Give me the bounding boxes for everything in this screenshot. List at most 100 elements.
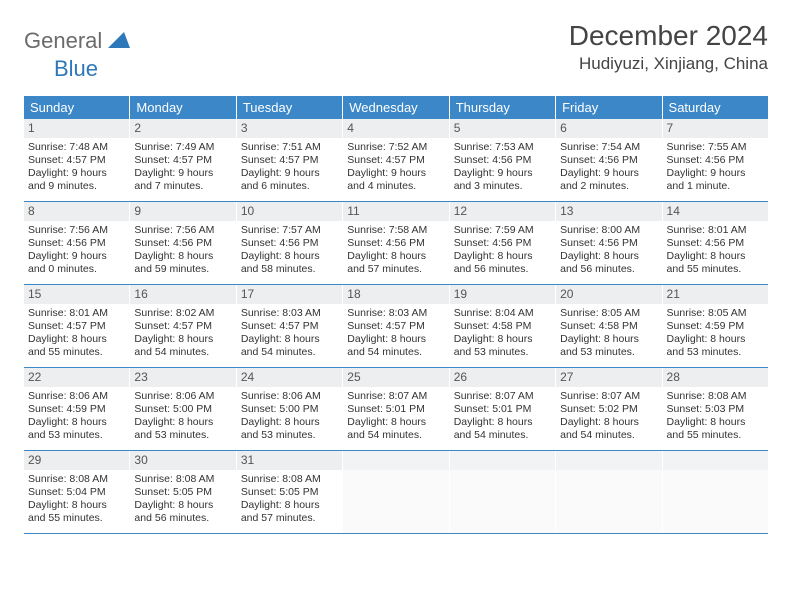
sunset-text: Sunset: 4:57 PM [241,320,338,333]
daylight-text: and 55 minutes. [667,429,764,442]
day-cell: 4Sunrise: 7:52 AMSunset: 4:57 PMDaylight… [343,119,449,201]
sunrise-text: Sunrise: 7:49 AM [134,141,231,154]
day-number: 6 [556,119,661,138]
day-number: 15 [24,285,129,304]
day-number: 8 [24,202,129,221]
sunrise-text: Sunrise: 8:01 AM [667,224,764,237]
sunrise-text: Sunrise: 8:07 AM [454,390,551,403]
daylight-text: and 59 minutes. [134,263,231,276]
day-cell: 29Sunrise: 8:08 AMSunset: 5:04 PMDayligh… [24,451,130,533]
day-cell: 9Sunrise: 7:56 AMSunset: 4:56 PMDaylight… [130,202,236,284]
day-cell: 11Sunrise: 7:58 AMSunset: 4:56 PMDayligh… [343,202,449,284]
sunrise-text: Sunrise: 8:08 AM [241,473,338,486]
sunrise-text: Sunrise: 7:54 AM [560,141,657,154]
sunrise-text: Sunrise: 8:03 AM [347,307,444,320]
day-cell: 16Sunrise: 8:02 AMSunset: 4:57 PMDayligh… [130,285,236,367]
day-number: 20 [556,285,661,304]
sunrise-text: Sunrise: 8:06 AM [28,390,125,403]
logo-word-2: Blue [54,56,98,81]
sunset-text: Sunset: 4:57 PM [134,320,231,333]
daylight-text: Daylight: 8 hours [134,499,231,512]
sunrise-text: Sunrise: 8:06 AM [134,390,231,403]
daylight-text: and 53 minutes. [134,429,231,442]
daylight-text: Daylight: 8 hours [667,416,764,429]
day-number: 14 [663,202,768,221]
weekday-tue: Tuesday [237,96,343,119]
daylight-text: Daylight: 8 hours [241,416,338,429]
daylight-text: Daylight: 8 hours [241,333,338,346]
sunrise-text: Sunrise: 7:55 AM [667,141,764,154]
day-cell: 12Sunrise: 7:59 AMSunset: 4:56 PMDayligh… [450,202,556,284]
sunset-text: Sunset: 4:56 PM [667,154,764,167]
sunset-text: Sunset: 4:56 PM [241,237,338,250]
day-cell: 31Sunrise: 8:08 AMSunset: 5:05 PMDayligh… [237,451,343,533]
daylight-text: and 56 minutes. [560,263,657,276]
daylight-text: Daylight: 9 hours [454,167,551,180]
day-cell [556,451,662,533]
sunrise-text: Sunrise: 7:51 AM [241,141,338,154]
daylight-text: and 57 minutes. [347,263,444,276]
daylight-text: Daylight: 8 hours [560,333,657,346]
title-block: December 2024 Hudiyuzi, Xinjiang, China [569,20,768,74]
day-cell: 5Sunrise: 7:53 AMSunset: 4:56 PMDaylight… [450,119,556,201]
day-number [450,451,555,470]
sunset-text: Sunset: 5:03 PM [667,403,764,416]
day-number: 5 [450,119,555,138]
sunset-text: Sunset: 4:58 PM [454,320,551,333]
daylight-text: Daylight: 8 hours [134,416,231,429]
weekday-wed: Wednesday [343,96,449,119]
day-number: 3 [237,119,342,138]
day-cell: 6Sunrise: 7:54 AMSunset: 4:56 PMDaylight… [556,119,662,201]
day-cell: 2Sunrise: 7:49 AMSunset: 4:57 PMDaylight… [130,119,236,201]
daylight-text: and 0 minutes. [28,263,125,276]
day-number: 21 [663,285,768,304]
daylight-text: and 55 minutes. [28,512,125,525]
sunrise-text: Sunrise: 7:52 AM [347,141,444,154]
daylight-text: Daylight: 9 hours [241,167,338,180]
day-cell: 13Sunrise: 8:00 AMSunset: 4:56 PMDayligh… [556,202,662,284]
daylight-text: and 54 minutes. [134,346,231,359]
sunset-text: Sunset: 5:00 PM [134,403,231,416]
daylight-text: and 53 minutes. [28,429,125,442]
sunrise-text: Sunrise: 8:07 AM [560,390,657,403]
day-cell [343,451,449,533]
day-number: 27 [556,368,661,387]
daylight-text: Daylight: 9 hours [560,167,657,180]
day-cell: 10Sunrise: 7:57 AMSunset: 4:56 PMDayligh… [237,202,343,284]
daylight-text: and 9 minutes. [28,180,125,193]
day-number: 10 [237,202,342,221]
day-number: 18 [343,285,448,304]
day-cell: 3Sunrise: 7:51 AMSunset: 4:57 PMDaylight… [237,119,343,201]
day-number: 16 [130,285,235,304]
sunset-text: Sunset: 5:01 PM [347,403,444,416]
day-cell: 22Sunrise: 8:06 AMSunset: 4:59 PMDayligh… [24,368,130,450]
daylight-text: Daylight: 8 hours [560,416,657,429]
daylight-text: and 53 minutes. [454,346,551,359]
daylight-text: Daylight: 9 hours [134,167,231,180]
sunrise-text: Sunrise: 8:01 AM [28,307,125,320]
daylight-text: and 1 minute. [667,180,764,193]
daylight-text: Daylight: 9 hours [28,250,125,263]
day-cell: 27Sunrise: 8:07 AMSunset: 5:02 PMDayligh… [556,368,662,450]
daylight-text: Daylight: 8 hours [454,333,551,346]
daylight-text: and 53 minutes. [560,346,657,359]
day-number: 1 [24,119,129,138]
daylight-text: Daylight: 8 hours [347,333,444,346]
daylight-text: Daylight: 9 hours [667,167,764,180]
day-number [663,451,768,470]
sunset-text: Sunset: 5:05 PM [134,486,231,499]
day-cell: 25Sunrise: 8:07 AMSunset: 5:01 PMDayligh… [343,368,449,450]
week-row: 1Sunrise: 7:48 AMSunset: 4:57 PMDaylight… [24,119,768,202]
sunrise-text: Sunrise: 8:06 AM [241,390,338,403]
weekday-sun: Sunday [24,96,130,119]
sunset-text: Sunset: 4:59 PM [28,403,125,416]
sunrise-text: Sunrise: 7:53 AM [454,141,551,154]
daylight-text: and 53 minutes. [667,346,764,359]
day-cell: 24Sunrise: 8:06 AMSunset: 5:00 PMDayligh… [237,368,343,450]
daylight-text: Daylight: 8 hours [241,499,338,512]
sunset-text: Sunset: 5:05 PM [241,486,338,499]
calendar: Sunday Monday Tuesday Wednesday Thursday… [24,96,768,534]
daylight-text: and 57 minutes. [241,512,338,525]
weekday-header: Sunday Monday Tuesday Wednesday Thursday… [24,96,768,119]
week-row: 22Sunrise: 8:06 AMSunset: 4:59 PMDayligh… [24,368,768,451]
